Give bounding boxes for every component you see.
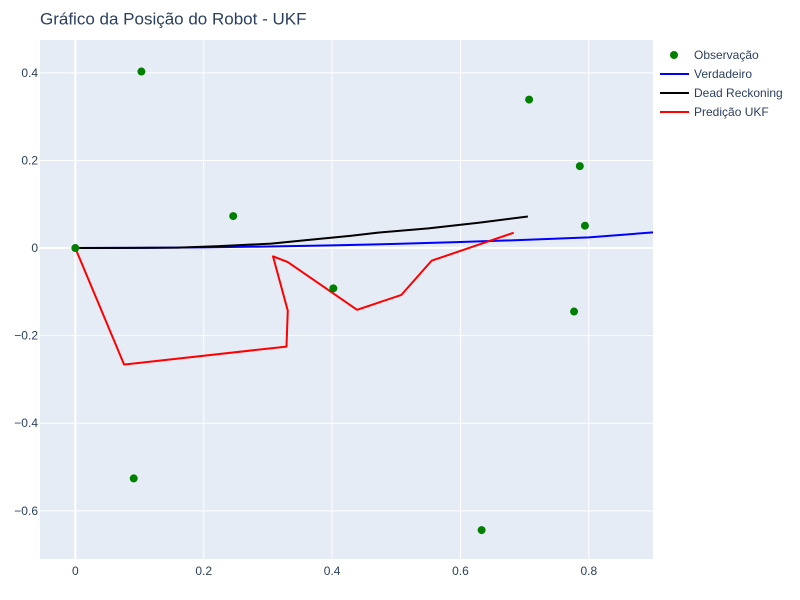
y-tick-label: −0.6 — [14, 504, 38, 518]
observation-point — [137, 67, 146, 76]
observation-point — [525, 95, 534, 104]
chart-title: Gráfico da Posição do Robot - UKF — [40, 9, 306, 28]
series-line-2 — [75, 215, 528, 250]
x-tick-label: 0.2 — [195, 564, 212, 578]
plot-area — [40, 40, 653, 559]
x-tick-label: 0.4 — [324, 564, 341, 578]
observation-point — [329, 284, 338, 293]
legend-marker — [670, 51, 678, 59]
x-tick-label: 0.8 — [580, 564, 597, 578]
observation-point — [129, 474, 138, 483]
legend[interactable]: Observação Verdadeiro Dead Reckoning Prediç… — [660, 48, 783, 119]
series-line-3 — [74, 231, 515, 366]
series-traces — [71, 67, 654, 535]
x-tick-label: 0.6 — [452, 564, 469, 578]
y-tick-label: −0.2 — [14, 329, 38, 343]
legend-label: Observação — [694, 48, 759, 62]
y-tick-label: −0.4 — [14, 416, 38, 430]
observation-point — [570, 307, 579, 316]
y-tick-label: 0 — [31, 241, 38, 255]
observation-point — [575, 162, 584, 171]
x-tick-label: 0 — [72, 564, 79, 578]
observation-point — [580, 221, 589, 230]
axis-tick-labels: 0 0.2 0.4 0.6 0.8 0.4 0.2 0 −0.2 −0.4 −0.6 — [14, 66, 597, 578]
legend-item-0[interactable]: Observação — [670, 48, 759, 62]
legend-item-3[interactable]: Predição UKF — [660, 105, 769, 119]
y-tick-label: 0.4 — [21, 66, 38, 80]
legend-label: Predição UKF — [694, 105, 769, 119]
observation-point — [477, 526, 486, 535]
legend-label: Verdadeiro — [694, 67, 752, 81]
observation-point — [229, 212, 238, 221]
observation-point — [71, 244, 80, 253]
legend-item-2[interactable]: Dead Reckoning — [660, 86, 783, 100]
legend-label: Dead Reckoning — [694, 86, 783, 100]
y-tick-label: 0.2 — [21, 153, 38, 167]
legend-item-1[interactable]: Verdadeiro — [660, 67, 752, 81]
